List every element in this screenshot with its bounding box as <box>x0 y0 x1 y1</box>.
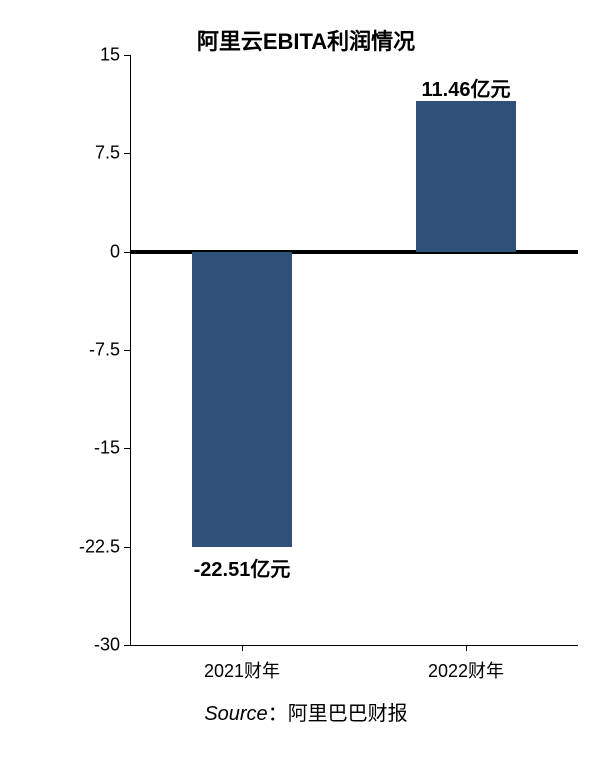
y-tick-label: 7.5 <box>60 143 120 164</box>
bar <box>416 101 517 251</box>
y-axis-line <box>130 55 131 645</box>
bar-value-label: 11.46亿元 <box>422 73 511 102</box>
source-separator: ： <box>268 703 288 725</box>
x-tick-label: 2021财年 <box>204 657 280 683</box>
y-tick-label: 0 <box>60 241 120 262</box>
y-tick-label: -7.5 <box>60 340 120 361</box>
x-tick-label: 2022财年 <box>428 657 504 683</box>
x-tick-mark <box>242 645 243 651</box>
x-tick-mark <box>466 645 467 651</box>
y-tick-label: -22.5 <box>60 536 120 557</box>
y-tick-label: -30 <box>60 635 120 656</box>
y-tick-label: -15 <box>60 438 120 459</box>
source-label: Source <box>204 703 267 725</box>
x-axis-line <box>130 645 578 646</box>
bar <box>192 252 293 547</box>
source-line: Source：阿里巴巴财报 <box>0 697 612 726</box>
bar-value-label: -22.51亿元 <box>194 553 291 582</box>
y-tick-label: 15 <box>60 45 120 66</box>
source-text: 阿里巴巴财报 <box>288 703 408 725</box>
